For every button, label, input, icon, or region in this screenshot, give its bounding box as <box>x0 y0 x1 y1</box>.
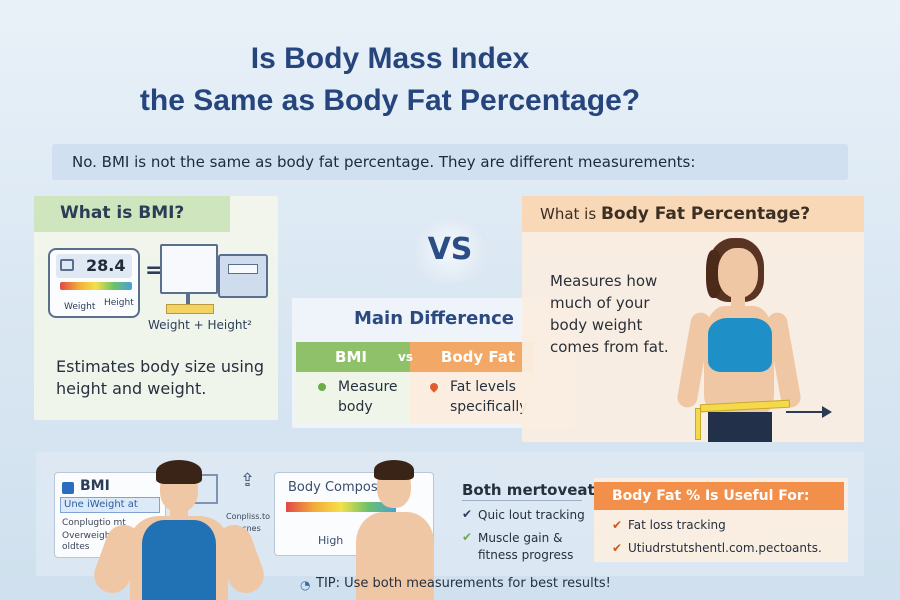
bmi-heading-bar <box>34 196 230 232</box>
difference-bmi-label: BMI <box>335 348 367 366</box>
fat-useful-item-1: Fat loss tracking <box>628 518 726 532</box>
measuring-tape-end <box>695 408 701 440</box>
bmi-mini-title: BMI <box>80 478 110 494</box>
bmi-color-scale <box>60 282 132 290</box>
fat-useful-title: Body Fat % Is Useful For: <box>612 488 810 504</box>
device-display-icon <box>60 259 74 271</box>
body-fat-heading-bold: Body Fat Percentage? <box>600 204 811 224</box>
woman-neck <box>731 294 745 310</box>
bmi-mini-subtitle: Une iWeight at <box>60 497 160 513</box>
title-line-1: Is Body Mass Index <box>250 42 530 75</box>
bmi-mini-line-3: oldtes <box>62 542 90 552</box>
woman-sports-top <box>708 318 772 372</box>
tip-icon: ◔ <box>300 578 311 592</box>
body-fat-description: Measures how much of your body weight co… <box>550 272 669 356</box>
vs-badge: VS <box>410 216 490 284</box>
difference-vs-label: vs <box>398 350 413 364</box>
page-title: Is Body Mass Index the Same as Body Fat … <box>0 38 780 122</box>
check-icon: ✔ <box>462 507 473 521</box>
bmi-description: Estimates body size using height and wei… <box>56 357 265 398</box>
tape-arrow-icon <box>822 406 832 418</box>
man-1-hair <box>156 460 202 484</box>
check-icon: ✔ <box>612 518 623 532</box>
woman-pants <box>708 412 772 442</box>
body-fat-heading-bar <box>522 196 864 232</box>
man-2-hair <box>374 460 414 480</box>
difference-fat-bar <box>410 342 534 372</box>
body-fat-heading-prefix: What is <box>540 205 601 223</box>
both-divider <box>462 500 582 501</box>
tip-text: TIP: Use both measurements for best resu… <box>316 576 611 591</box>
ruler-base <box>166 304 214 314</box>
both-item-2: Muscle gain & fitness progress <box>478 531 574 562</box>
both-item-1: Quic lout tracking <box>478 508 585 522</box>
difference-fat-column <box>410 372 534 424</box>
difference-bmi-point: Measure body <box>338 379 398 415</box>
weight-scale-icon <box>218 254 268 298</box>
bmi-mini-line-2: Overweight <box>62 531 114 541</box>
woman-head <box>718 248 758 298</box>
woman-ponytail <box>706 250 722 298</box>
bmi-device-height-label: Height <box>104 298 134 308</box>
bmi-formula: Weight + Height² <box>148 318 252 332</box>
body-composition-level: High <box>318 534 344 547</box>
difference-bmi-column <box>296 372 410 424</box>
body-composition-title: Body Compos <box>288 480 378 495</box>
bmi-device-screen <box>56 254 132 278</box>
tape-arrow-line <box>786 411 826 413</box>
check-icon: ✔ <box>612 541 623 555</box>
difference-fat-point: Fat levels specifically <box>450 379 528 415</box>
body-fat-heading: What is Body Fat Percentage? <box>540 204 810 224</box>
bmi-mini-line-1: Conplugtio mt <box>62 518 126 528</box>
man-1-tank-top <box>142 520 216 600</box>
check-icon: ✔ <box>462 530 473 544</box>
intro-banner: No. BMI is not the same as body fat perc… <box>52 144 848 180</box>
fat-useful-item-2: Utiudrstutshentl.com.pectoants. <box>628 541 822 555</box>
small-row-1: Conpliss.to <box>226 512 270 521</box>
height-ruler-icon <box>160 244 218 294</box>
body-composition-bar <box>286 502 396 512</box>
bmi-device-value: 28.4 <box>86 256 126 275</box>
man-2-body <box>356 512 434 600</box>
difference-fat-label: Body Fat <box>440 348 516 366</box>
bmi-mini-icon <box>62 482 74 494</box>
ruler-stand <box>186 294 190 306</box>
green-dot-icon <box>318 383 326 391</box>
fat-useful-bar <box>594 482 844 510</box>
title-line-2: the Same as Body Fat Percentage? <box>139 84 641 117</box>
equals-sign: = <box>145 258 164 283</box>
upload-arrow-icon: ⇪ <box>240 470 256 491</box>
bmi-device-weight-label: Weight <box>64 302 96 312</box>
both-measurements-title: Both mertoveat <box>462 481 595 499</box>
difference-bmi-bar <box>296 342 410 372</box>
bmi-heading: What is BMI? <box>60 203 185 223</box>
weight-scale-top <box>228 264 258 274</box>
main-difference-heading: Main Difference <box>354 308 514 329</box>
